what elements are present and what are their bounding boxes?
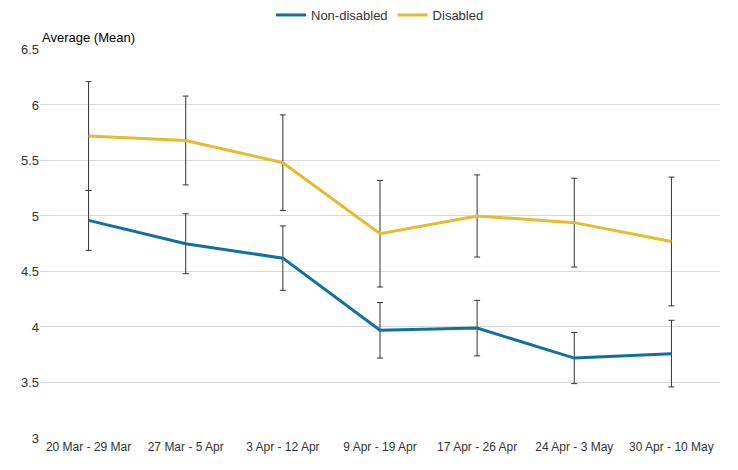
- svg-text:3.5: 3.5: [21, 375, 39, 390]
- svg-text:Non-disabled: Non-disabled: [311, 8, 388, 23]
- svg-text:6: 6: [32, 98, 39, 113]
- svg-text:17 Apr - 26 Apr: 17 Apr - 26 Apr: [437, 440, 517, 454]
- svg-text:6.5: 6.5: [21, 42, 39, 57]
- svg-text:4: 4: [32, 320, 39, 335]
- svg-text:4.5: 4.5: [21, 264, 39, 279]
- svg-text:24 Apr - 3 May: 24 Apr - 3 May: [535, 440, 613, 454]
- svg-text:27 Mar - 5 Apr: 27 Mar - 5 Apr: [148, 440, 224, 454]
- svg-text:20 Mar - 29 Mar: 20 Mar - 29 Mar: [46, 440, 131, 454]
- svg-text:5: 5: [32, 209, 39, 224]
- svg-text:5.5: 5.5: [21, 153, 39, 168]
- svg-text:Average (Mean): Average (Mean): [42, 30, 135, 45]
- svg-text:Disabled: Disabled: [433, 8, 484, 23]
- svg-text:3 Apr - 12 Apr: 3 Apr - 12 Apr: [246, 440, 319, 454]
- svg-text:9 Apr - 19 Apr: 9 Apr - 19 Apr: [343, 440, 416, 454]
- svg-text:30 Apr - 10 May: 30 Apr - 10 May: [629, 440, 714, 454]
- svg-text:3: 3: [32, 431, 39, 446]
